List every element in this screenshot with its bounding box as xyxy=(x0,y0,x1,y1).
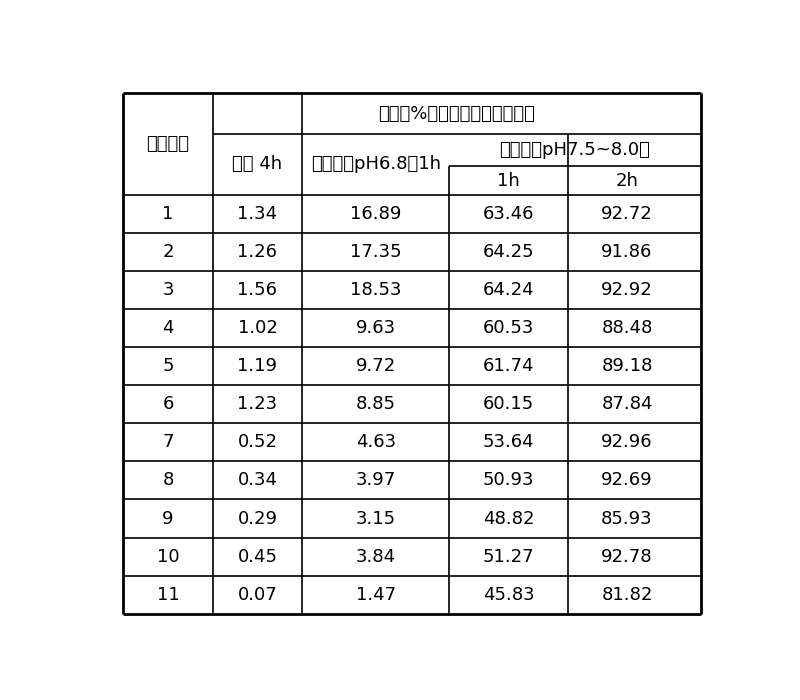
Text: 89.18: 89.18 xyxy=(602,357,653,375)
Text: 1.47: 1.47 xyxy=(356,586,396,603)
Text: 样品编号: 样品编号 xyxy=(146,135,190,153)
Text: 3.15: 3.15 xyxy=(356,510,396,528)
Text: 92.72: 92.72 xyxy=(601,205,653,223)
Text: 酸液 4h: 酸液 4h xyxy=(233,155,282,174)
Text: 0.34: 0.34 xyxy=(238,471,278,489)
Text: 1: 1 xyxy=(162,205,174,223)
Text: 1.26: 1.26 xyxy=(238,243,278,261)
Text: 3: 3 xyxy=(162,281,174,299)
Text: 1.23: 1.23 xyxy=(238,395,278,413)
Text: 50.93: 50.93 xyxy=(483,471,534,489)
Text: 92.96: 92.96 xyxy=(601,433,653,452)
Text: 17.35: 17.35 xyxy=(350,243,402,261)
Text: 61.74: 61.74 xyxy=(483,357,534,375)
Text: 45.83: 45.83 xyxy=(483,586,534,603)
Text: 9: 9 xyxy=(162,510,174,528)
Text: 8.85: 8.85 xyxy=(356,395,396,413)
Text: 缓冲液（pH6.8）1h: 缓冲液（pH6.8）1h xyxy=(311,155,441,174)
Text: 60.53: 60.53 xyxy=(483,319,534,337)
Text: 0.29: 0.29 xyxy=(238,510,278,528)
Text: 7: 7 xyxy=(162,433,174,452)
Text: 92.69: 92.69 xyxy=(601,471,653,489)
Text: 8: 8 xyxy=(162,471,174,489)
Text: 9.63: 9.63 xyxy=(356,319,396,337)
Text: 1.56: 1.56 xyxy=(238,281,278,299)
Text: 11: 11 xyxy=(157,586,179,603)
Text: 0.45: 0.45 xyxy=(238,547,278,566)
Text: 1h: 1h xyxy=(498,172,520,190)
Text: 63.46: 63.46 xyxy=(483,205,534,223)
Text: 6: 6 xyxy=(162,395,174,413)
Text: 1.19: 1.19 xyxy=(238,357,278,375)
Text: 5: 5 xyxy=(162,357,174,375)
Text: 释放量%（以下结果均为累计）: 释放量%（以下结果均为累计） xyxy=(378,104,535,122)
Text: 0.07: 0.07 xyxy=(238,586,278,603)
Text: 9.72: 9.72 xyxy=(356,357,396,375)
Text: 51.27: 51.27 xyxy=(483,547,534,566)
Text: 64.25: 64.25 xyxy=(483,243,534,261)
Text: 10: 10 xyxy=(157,547,179,566)
Text: 48.82: 48.82 xyxy=(483,510,534,528)
Text: 1.34: 1.34 xyxy=(238,205,278,223)
Text: 2h: 2h xyxy=(615,172,638,190)
Text: 缓冲液（pH7.5~8.0）: 缓冲液（pH7.5~8.0） xyxy=(500,141,650,159)
Text: 2: 2 xyxy=(162,243,174,261)
Text: 16.89: 16.89 xyxy=(350,205,402,223)
Text: 92.78: 92.78 xyxy=(601,547,653,566)
Text: 1.02: 1.02 xyxy=(238,319,278,337)
Text: 91.86: 91.86 xyxy=(602,243,653,261)
Text: 81.82: 81.82 xyxy=(602,586,653,603)
Text: 92.92: 92.92 xyxy=(601,281,653,299)
Text: 88.48: 88.48 xyxy=(602,319,653,337)
Text: 87.84: 87.84 xyxy=(602,395,653,413)
Text: 85.93: 85.93 xyxy=(601,510,653,528)
Text: 3.97: 3.97 xyxy=(356,471,396,489)
Text: 64.24: 64.24 xyxy=(483,281,534,299)
Text: 18.53: 18.53 xyxy=(350,281,402,299)
Text: 4.63: 4.63 xyxy=(356,433,396,452)
Text: 0.52: 0.52 xyxy=(238,433,278,452)
Text: 53.64: 53.64 xyxy=(483,433,534,452)
Text: 4: 4 xyxy=(162,319,174,337)
Text: 60.15: 60.15 xyxy=(483,395,534,413)
Text: 3.84: 3.84 xyxy=(356,547,396,566)
